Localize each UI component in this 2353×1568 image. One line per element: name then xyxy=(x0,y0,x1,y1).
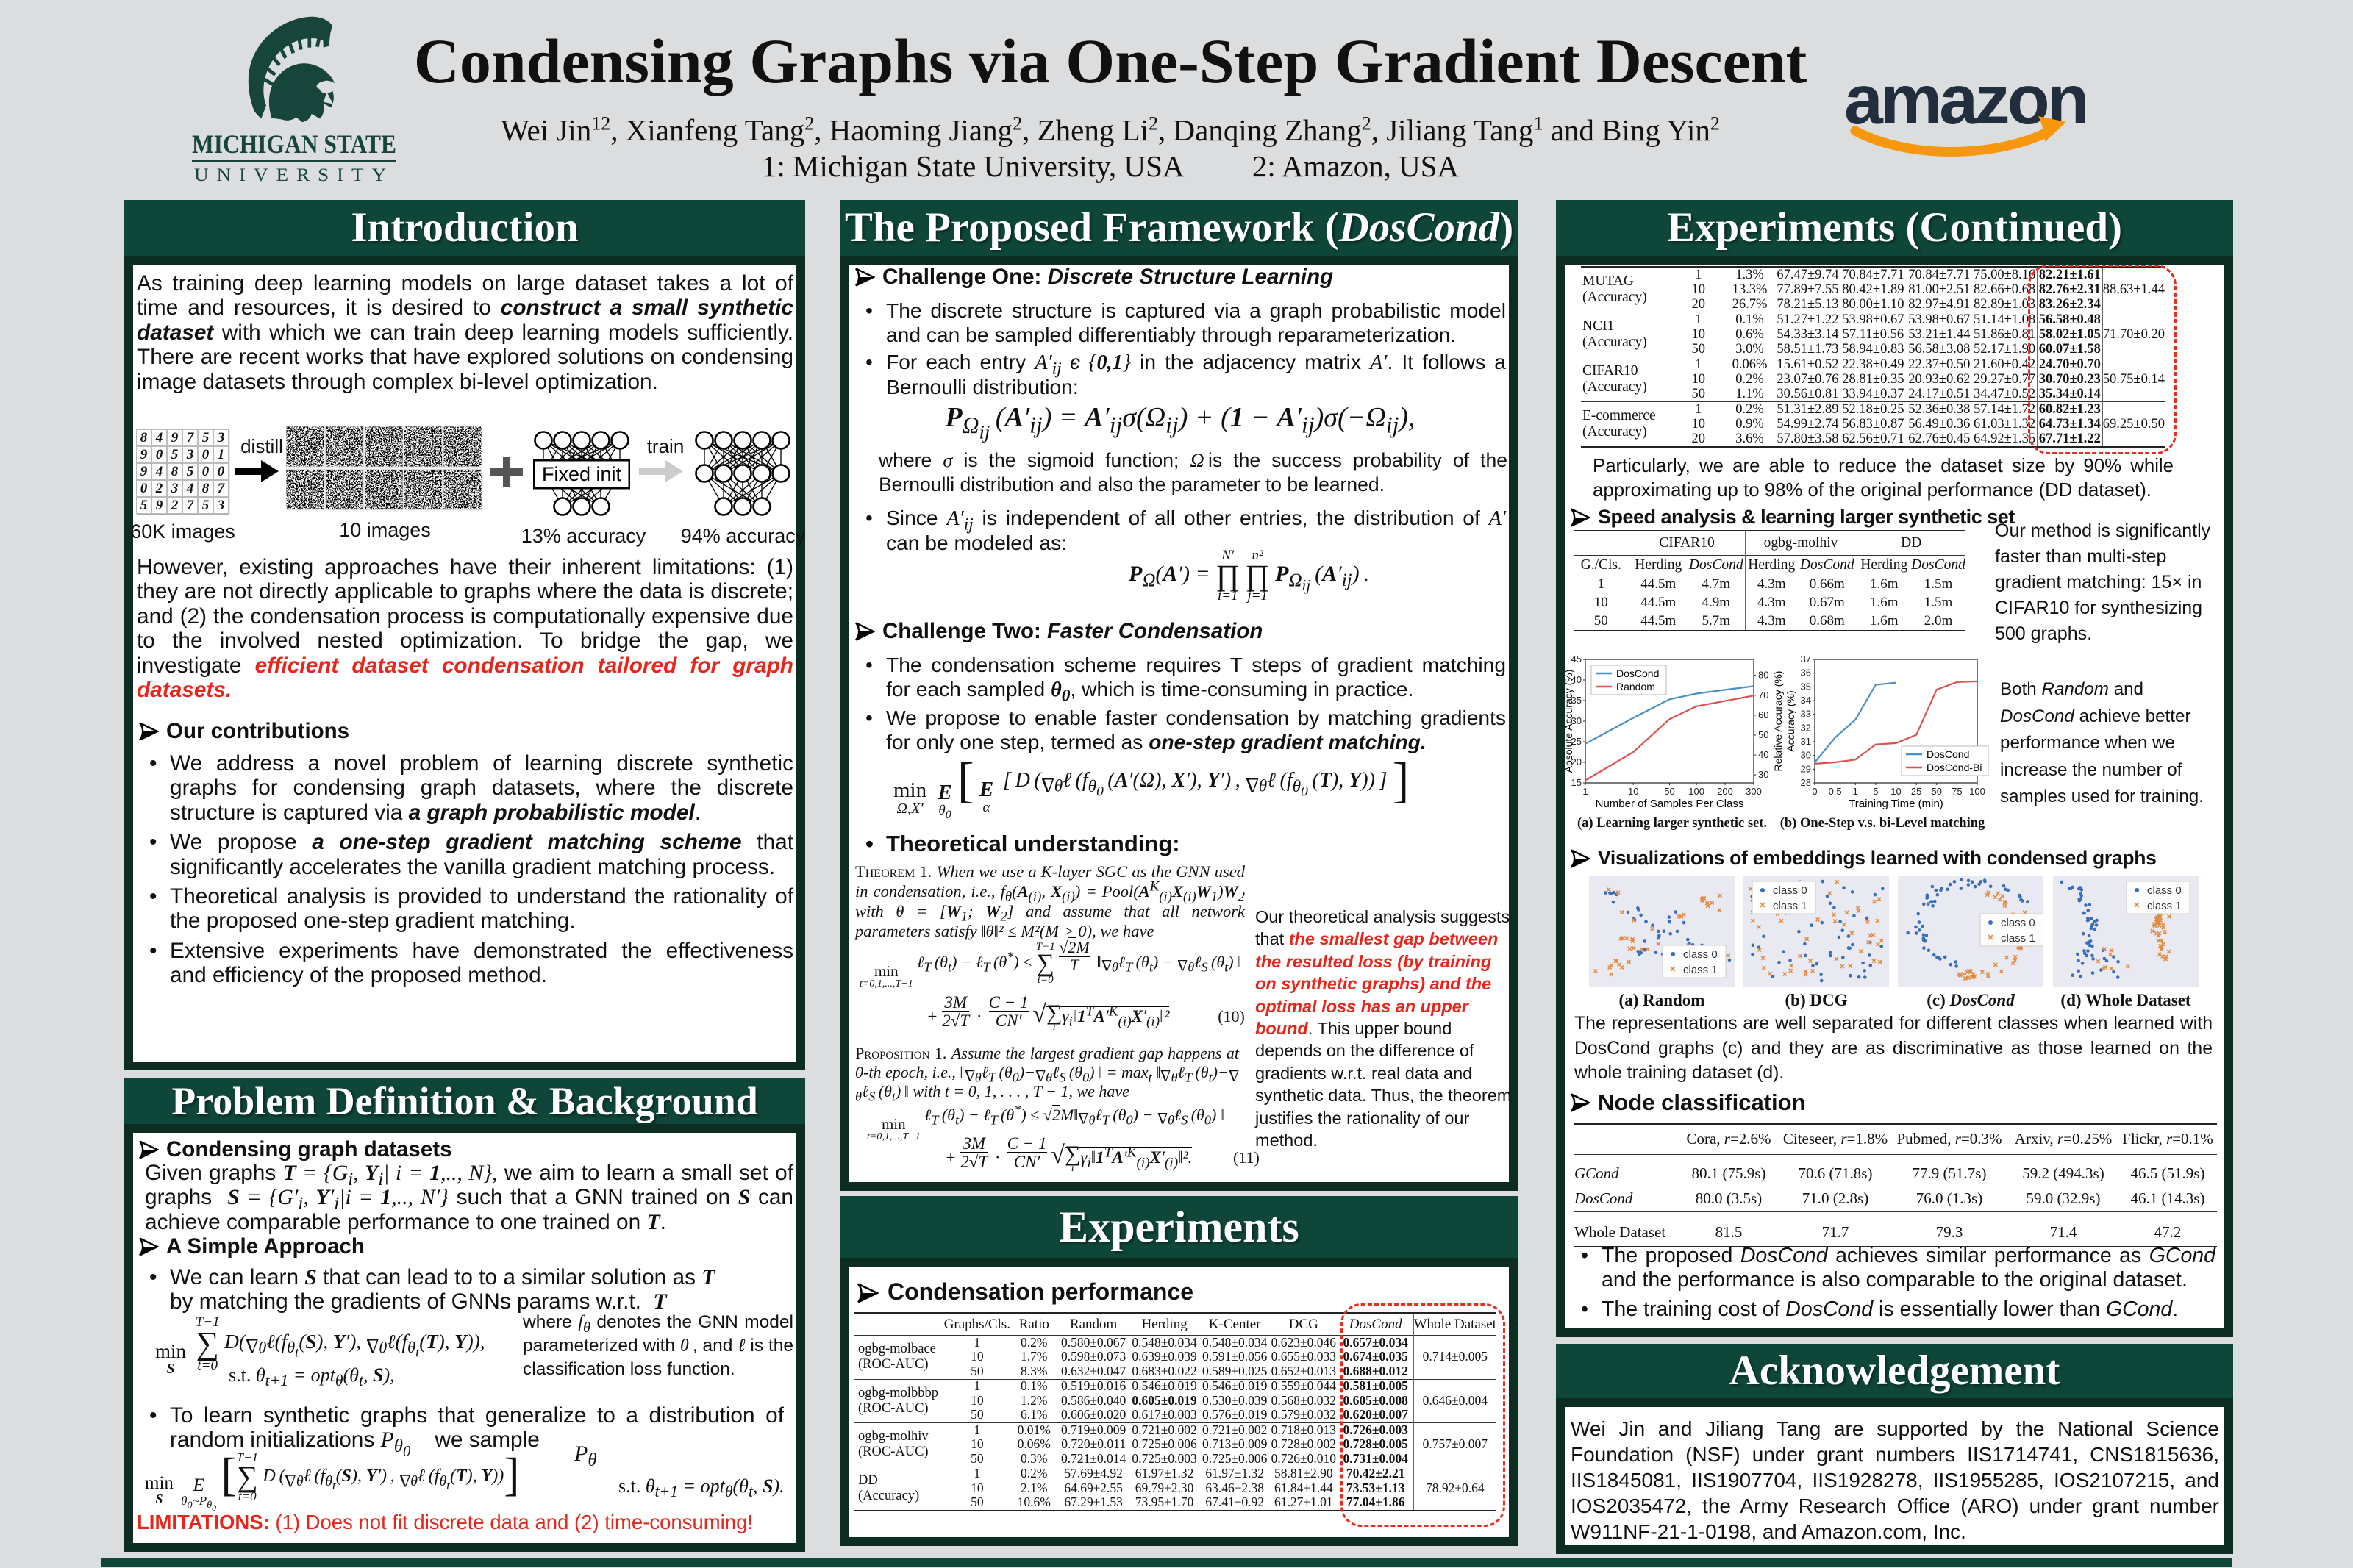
svg-text:30: 30 xyxy=(1571,715,1582,726)
svg-text:class 0: class 0 xyxy=(2001,917,2035,929)
svg-text:class 0: class 0 xyxy=(1683,948,1718,961)
svg-text:100: 100 xyxy=(1969,786,1985,797)
svg-text:40: 40 xyxy=(1758,749,1768,760)
svg-text:DosCond-Bi: DosCond-Bi xyxy=(1927,762,1982,773)
svg-text:40: 40 xyxy=(1571,674,1582,685)
svg-text:UNIVERSITY: UNIVERSITY xyxy=(194,165,394,185)
svg-text:30: 30 xyxy=(1758,769,1768,780)
svg-text:100: 100 xyxy=(1688,786,1704,797)
svg-text:5: 5 xyxy=(1873,786,1878,797)
svg-text:35: 35 xyxy=(1571,695,1582,706)
svg-text:50: 50 xyxy=(1664,786,1674,797)
svg-text:45: 45 xyxy=(1571,654,1582,665)
svg-text:Fixed init: Fixed init xyxy=(542,463,622,485)
svg-text:60: 60 xyxy=(1758,709,1768,720)
svg-text:31: 31 xyxy=(1801,736,1811,747)
svg-text:class 1: class 1 xyxy=(1683,964,1718,976)
svg-text:29: 29 xyxy=(1801,763,1811,774)
svg-text:class 0: class 0 xyxy=(2147,884,2182,897)
svg-text:DosCond: DosCond xyxy=(1616,667,1659,679)
svg-text:20: 20 xyxy=(1571,756,1582,767)
svg-text:class 0: class 0 xyxy=(1773,884,1807,897)
svg-text:Relative Accuracy (%): Relative Accuracy (%) xyxy=(1772,671,1784,772)
svg-text:33: 33 xyxy=(1801,709,1811,720)
svg-text:50: 50 xyxy=(1932,786,1942,797)
svg-text:10: 10 xyxy=(1890,786,1901,797)
svg-text:Training Time (min): Training Time (min) xyxy=(1849,798,1943,810)
svg-text:Absolute Accuracy (%): Absolute Accuracy (%) xyxy=(1565,670,1574,773)
svg-text:30: 30 xyxy=(1801,750,1811,761)
svg-text:0: 0 xyxy=(1812,786,1817,797)
svg-text:200: 200 xyxy=(1717,786,1733,797)
svg-text:25: 25 xyxy=(1911,786,1921,797)
svg-text:10: 10 xyxy=(1628,786,1638,797)
svg-text:0.5: 0.5 xyxy=(1829,786,1842,797)
svg-text:80: 80 xyxy=(1758,670,1768,681)
svg-text:50: 50 xyxy=(1758,729,1768,740)
svg-text:DosCond: DosCond xyxy=(1927,748,1969,760)
svg-text:Number of Samples Per Class: Number of Samples Per Class xyxy=(1596,798,1744,810)
svg-text:32: 32 xyxy=(1801,722,1811,733)
svg-text:class 1: class 1 xyxy=(2147,900,2182,912)
svg-text:34: 34 xyxy=(1801,695,1811,706)
svg-text:class 1: class 1 xyxy=(2001,932,2035,945)
svg-text:75: 75 xyxy=(1952,786,1962,797)
svg-text:Accuracy (%): Accuracy (%) xyxy=(1785,690,1796,751)
svg-text:35: 35 xyxy=(1801,681,1811,692)
svg-text:300: 300 xyxy=(1746,786,1762,797)
svg-text:36: 36 xyxy=(1801,667,1811,679)
svg-text:MICHIGAN STATE: MICHIGAN STATE xyxy=(192,129,396,159)
svg-text:Random: Random xyxy=(1616,681,1655,692)
svg-text:28: 28 xyxy=(1801,777,1811,788)
svg-text:70: 70 xyxy=(1758,690,1768,701)
svg-text:1: 1 xyxy=(1582,786,1588,797)
svg-text:1: 1 xyxy=(1853,786,1858,797)
svg-text:25: 25 xyxy=(1571,736,1582,747)
svg-text:15: 15 xyxy=(1571,777,1582,788)
svg-text:37: 37 xyxy=(1801,654,1811,665)
svg-text:class 1: class 1 xyxy=(1773,900,1807,912)
